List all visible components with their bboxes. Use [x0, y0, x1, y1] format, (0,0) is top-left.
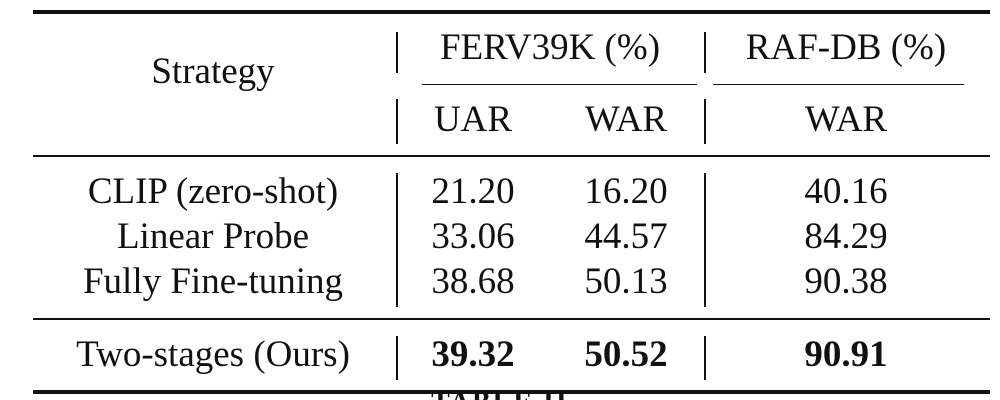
column-divider [396, 32, 398, 73]
header-raf-war: WAR [804, 99, 888, 140]
ours-strategy: Two-stages (Ours) [76, 334, 350, 375]
top-rule [33, 10, 990, 14]
header-dataset-rafdb: RAF-DB (%) [745, 27, 947, 68]
header-ferv-uar: UAR [433, 99, 513, 140]
row-ferv-war: 16.20 [584, 171, 668, 212]
caption-clip: TABLE II [0, 394, 1000, 400]
column-divider [704, 336, 706, 380]
header-dataset-ferv39k: FERV39K (%) [439, 27, 661, 68]
row-strategy: CLIP (zero-shot) [87, 171, 339, 212]
row-raf-war: 90.38 [804, 261, 888, 302]
row-raf-war: 84.29 [804, 216, 888, 257]
column-divider [396, 336, 398, 380]
column-divider [704, 99, 706, 144]
ours-raf-war: 90.91 [804, 334, 888, 375]
row-ferv-war: 50.13 [584, 261, 668, 302]
column-divider [704, 173, 706, 307]
bottom-rule [33, 390, 990, 394]
row-strategy: Linear Probe [116, 216, 310, 257]
raf-cmidrule [713, 84, 964, 85]
row-ferv-uar: 38.68 [431, 261, 515, 302]
header-ferv-war: WAR [584, 99, 668, 140]
ferv-cmidrule [422, 84, 697, 85]
ours-ferv-war: 50.52 [584, 334, 668, 375]
header-rule [33, 155, 990, 157]
ours-separator-rule [33, 318, 990, 320]
row-ferv-war: 44.57 [584, 216, 668, 257]
table-caption: TABLE II [431, 394, 569, 400]
row-ferv-uar: 21.20 [431, 171, 515, 212]
header-strategy: Strategy [151, 51, 275, 92]
row-raf-war: 40.16 [804, 171, 888, 212]
column-divider [704, 32, 706, 73]
column-divider [396, 173, 398, 307]
ours-ferv-uar: 39.32 [431, 334, 515, 375]
row-strategy: Fully Fine-tuning [82, 261, 344, 302]
column-divider [396, 99, 398, 144]
row-ferv-uar: 33.06 [431, 216, 515, 257]
